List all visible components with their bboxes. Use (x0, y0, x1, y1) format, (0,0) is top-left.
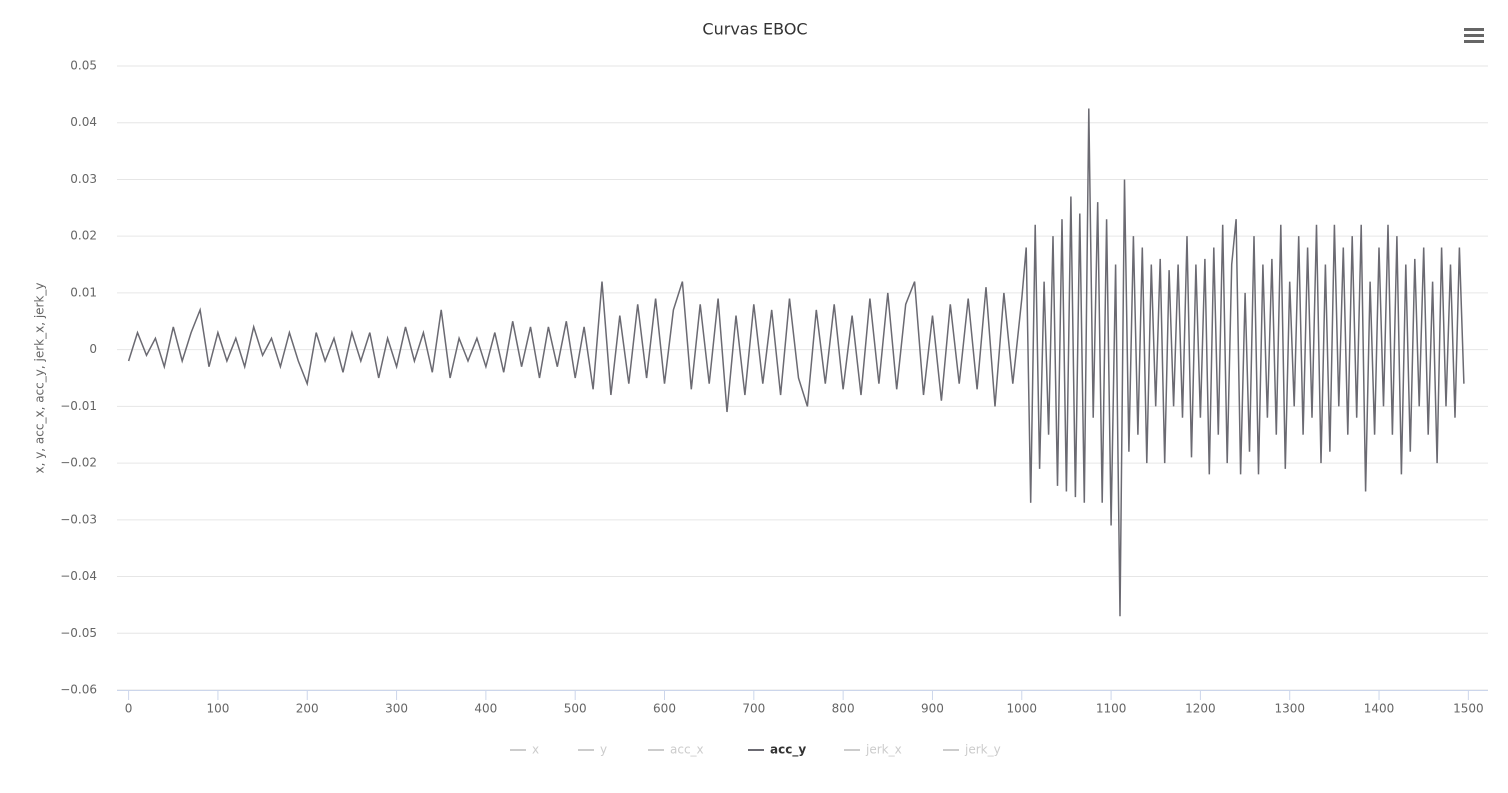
legend-label: acc_x (670, 743, 704, 757)
legend-label: y (600, 743, 607, 757)
legend-label: x (532, 743, 539, 757)
x-tick-label: 200 (296, 702, 319, 716)
y-tick-label: −0.02 (60, 456, 97, 470)
x-tick-label: 0 (125, 702, 133, 716)
y-tick-label: −0.05 (60, 626, 97, 640)
y-tick-label: −0.04 (60, 569, 97, 583)
y-tick-label: 0.01 (70, 285, 97, 299)
y-tick-label: −0.03 (60, 512, 97, 526)
x-tick-label: 900 (921, 702, 944, 716)
x-tick-label: 1000 (1006, 702, 1037, 716)
y-tick-label: 0.04 (70, 115, 97, 129)
legend-item[interactable]: y (578, 743, 607, 757)
menu-button[interactable] (1464, 28, 1484, 43)
legend-label: jerk_x (865, 743, 902, 757)
data-line (127, 108, 1465, 617)
legend-item[interactable]: acc_y (748, 743, 806, 758)
x-tick-label: 1100 (1096, 702, 1127, 716)
legend-label: jerk_y (964, 743, 1001, 757)
y-tick-label: 0.03 (70, 172, 97, 186)
y-tick-label: 0 (89, 342, 97, 356)
legend-item[interactable]: acc_x (648, 743, 704, 757)
x-tick-label: 1200 (1185, 702, 1216, 716)
y-tick-label: 0.02 (70, 229, 97, 243)
menu-bar (1464, 40, 1484, 43)
y-tick-label: 0.05 (70, 59, 97, 73)
y-tick-label: −0.01 (60, 399, 97, 413)
x-tick-label: 600 (653, 702, 676, 716)
x-tick-label: 1500 (1453, 702, 1484, 716)
menu-bar (1464, 28, 1484, 31)
x-tick-label: 800 (832, 702, 855, 716)
legend-item[interactable]: x (510, 743, 539, 757)
x-tick-label: 700 (742, 702, 765, 716)
chart-title: Curvas EBOC (702, 20, 807, 39)
x-tick-label: 1400 (1364, 702, 1395, 716)
legend-item[interactable]: jerk_y (943, 743, 1001, 757)
x-tick-label: 500 (564, 702, 587, 716)
x-tick-label: 400 (474, 702, 497, 716)
x-tick-label: 1300 (1274, 702, 1305, 716)
menu-bar (1464, 34, 1484, 37)
y-tick-label: −0.06 (60, 683, 97, 697)
x-tick-label: 300 (385, 702, 408, 716)
legend-label: acc_y (770, 743, 806, 758)
legend-item[interactable]: jerk_x (844, 743, 902, 757)
x-tick-label: 100 (206, 702, 229, 716)
y-axis-title: x, y, acc_x, acc_y, jerk_x, jerk_y (33, 282, 47, 473)
